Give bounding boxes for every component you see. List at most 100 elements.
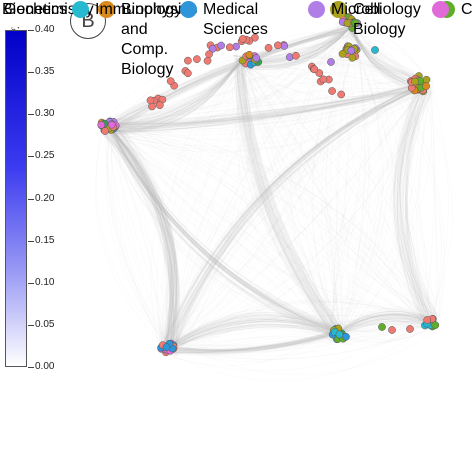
edge (171, 320, 335, 345)
node (422, 82, 431, 90)
edge (405, 84, 433, 322)
edge (164, 87, 423, 346)
edge (170, 81, 429, 352)
edge (118, 123, 178, 351)
edge (344, 26, 443, 319)
edge (171, 328, 342, 353)
edge (233, 56, 340, 341)
edge (405, 86, 432, 324)
edge (106, 30, 348, 126)
edge (160, 86, 422, 352)
node (162, 343, 171, 352)
edge (171, 315, 335, 345)
edge (240, 63, 340, 333)
edge (113, 124, 171, 345)
edge (106, 136, 439, 320)
edge (112, 24, 354, 132)
edge (332, 87, 432, 330)
edge (108, 86, 424, 127)
edge (164, 323, 342, 353)
edge (111, 126, 178, 354)
edge (172, 313, 334, 344)
edge (236, 58, 336, 337)
edge (400, 83, 434, 322)
edge (394, 79, 438, 317)
edge (171, 315, 335, 345)
node (146, 96, 155, 105)
edge (112, 24, 353, 132)
edge (110, 128, 178, 347)
edge (404, 87, 430, 325)
edge (111, 129, 341, 332)
edge (399, 80, 437, 319)
edge (171, 315, 335, 345)
edge (113, 64, 238, 132)
edge (170, 313, 336, 346)
edge (165, 323, 341, 352)
edge (103, 54, 248, 122)
edge (103, 54, 248, 122)
colorbar-tick (28, 114, 34, 116)
edge (114, 123, 168, 344)
edge (109, 136, 438, 320)
edge (109, 61, 241, 129)
edge (171, 312, 335, 345)
edge (234, 57, 334, 339)
edge (105, 89, 434, 137)
edge (404, 91, 432, 329)
edge (107, 130, 175, 351)
edge (346, 323, 424, 332)
edge (108, 35, 352, 124)
edge (107, 125, 336, 337)
legend-swatch (308, 1, 325, 18)
edge (167, 332, 338, 350)
edge (340, 311, 430, 331)
edge (169, 318, 337, 347)
edge (344, 311, 426, 327)
edge (108, 128, 177, 350)
edge (112, 134, 346, 327)
edge (238, 60, 338, 335)
colorbar-tick-label: 0.05 (35, 318, 55, 330)
edge (107, 29, 348, 127)
edge (356, 22, 426, 81)
edge (162, 325, 343, 354)
edge (240, 63, 341, 332)
edge (400, 90, 432, 329)
edge (110, 26, 352, 130)
edge (115, 121, 168, 343)
edge (424, 83, 435, 319)
edge (107, 59, 243, 127)
edge (238, 60, 338, 335)
edge (101, 131, 439, 325)
edge (105, 131, 175, 353)
edge (108, 60, 242, 127)
edge (343, 313, 429, 343)
edge (246, 34, 344, 70)
edge (172, 89, 424, 354)
edge (111, 129, 178, 346)
edge (338, 313, 432, 334)
edge (100, 130, 161, 353)
edge (169, 331, 340, 352)
edge (104, 91, 433, 127)
edge (167, 314, 339, 349)
edge (165, 333, 333, 355)
edge (336, 315, 434, 335)
edge (169, 314, 337, 347)
edge (159, 68, 233, 356)
edge (341, 32, 371, 327)
edge (174, 315, 332, 342)
edge (172, 319, 334, 344)
edge (163, 88, 422, 345)
edge (166, 21, 360, 343)
edge (343, 23, 433, 322)
edge (166, 19, 344, 349)
edge (172, 77, 423, 351)
edge (113, 91, 433, 133)
edge (105, 57, 245, 124)
edge (246, 63, 425, 77)
edge (347, 19, 429, 327)
edge (239, 69, 340, 342)
edge (117, 20, 354, 131)
